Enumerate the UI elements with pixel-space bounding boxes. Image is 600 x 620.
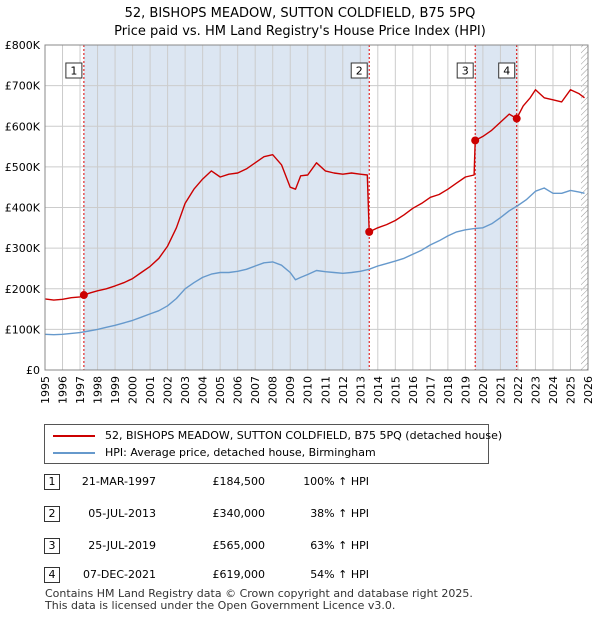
sale-point: [365, 227, 374, 236]
transaction-date: 07-DEC-2021: [82, 568, 156, 581]
price-paid-line: [44, 88, 585, 301]
x-tick-label: 2023: [529, 376, 542, 404]
x-tick-label: 2012: [337, 376, 350, 404]
x-tick-label: 2017: [424, 376, 437, 404]
chart-subtitle: Price paid vs. HM Land Registry's House …: [114, 24, 486, 39]
transaction-price: £184,500: [212, 475, 266, 488]
x-tick-label: 2015: [389, 376, 402, 404]
legend-swatch-price: [53, 435, 95, 437]
hpi-line: [44, 187, 585, 336]
x-tick-label: 2010: [302, 376, 315, 404]
x-tick-label: 2020: [477, 376, 490, 404]
x-tick-label: 1996: [57, 376, 70, 404]
sale-number-label: 4: [503, 65, 510, 78]
transaction-hpi-change: 63% ↑ HPI: [310, 539, 369, 552]
x-tick-label: 2006: [232, 376, 245, 404]
x-tick-label: 2009: [284, 376, 297, 404]
x-tick-label: 1997: [74, 376, 87, 404]
x-tick-label: 2016: [407, 376, 420, 404]
sale-number-label: 2: [356, 65, 363, 78]
footer-copyright: Contains HM Land Registry data © Crown c…: [45, 587, 473, 600]
x-tick-label: 2001: [144, 376, 157, 404]
x-tick-label: 2003: [179, 376, 192, 404]
x-tick-label: 2018: [442, 376, 455, 404]
sale-number-badge: [456, 62, 474, 79]
y-tick-label: £700K: [5, 80, 41, 93]
x-tick-label: 2025: [564, 376, 577, 404]
transaction-date: 21-MAR-1997: [81, 475, 156, 488]
sale-number-badge: [498, 62, 516, 79]
x-tick-label: 2019: [459, 376, 472, 404]
x-tick-label: 2024: [547, 376, 560, 404]
sale-point: [79, 291, 88, 300]
transaction-number-badge: 3: [44, 538, 60, 554]
footer-attribution: Contains HM Land Registry data © Crown c…: [45, 588, 473, 612]
price-chart: £0 £100K £200K £300K £400K £500K £600K £700K £80…: [5, 39, 595, 404]
x-tick-label: 2007: [249, 376, 262, 404]
legend-swatch-hpi: [53, 452, 95, 454]
transaction-date: 05-JUL-2013: [88, 507, 156, 520]
transaction-number-badge: 2: [44, 506, 60, 522]
plot-frame: [44, 44, 589, 371]
x-tick-label: 2004: [197, 376, 210, 404]
transaction-price: £340,000: [212, 507, 266, 520]
sale-number-label: 3: [462, 65, 469, 78]
x-tick-label: 1995: [39, 376, 52, 404]
y-tick-label: £400K: [5, 202, 41, 215]
x-tick-label: 2000: [127, 376, 140, 404]
sale-number-badge: [350, 62, 368, 79]
x-tick-label: 2005: [214, 376, 227, 404]
y-tick-label: £500K: [5, 161, 41, 174]
sale-point: [471, 136, 480, 145]
x-tick-label: 1999: [109, 376, 122, 404]
x-tick-label: 2026: [582, 376, 595, 404]
x-tick-label: 2013: [354, 376, 367, 404]
x-tick-label: 2014: [372, 376, 385, 404]
y-tick-label: £0: [26, 364, 40, 377]
chart-legend: 52, BISHOPS MEADOW, SUTTON COLDFIELD, B7…: [44, 424, 502, 464]
transaction-date: 25-JUL-2019: [88, 539, 156, 552]
y-tick-label: £800K: [5, 39, 41, 52]
transaction-number-badge: 1: [44, 474, 60, 490]
transaction-price: £619,000: [212, 568, 266, 581]
sale-point: [512, 114, 521, 123]
transaction-price: £565,000: [212, 539, 266, 552]
x-tick-label: 2022: [512, 376, 525, 404]
x-tick-label: 2011: [319, 376, 332, 404]
y-tick-label: £600K: [5, 120, 41, 133]
y-tick-label: £300K: [5, 242, 41, 255]
x-tick-label: 1998: [92, 376, 105, 404]
footer-licence: This data is licensed under the Open Gov…: [45, 599, 396, 612]
transaction-number-badge: 4: [44, 567, 60, 583]
transaction-hpi-change: 54% ↑ HPI: [310, 568, 369, 581]
x-tick-label: 2021: [494, 376, 507, 404]
transaction-hpi-change: 100% ↑ HPI: [303, 475, 369, 488]
x-tick-label: 2008: [267, 376, 280, 404]
y-tick-label: £200K: [5, 283, 41, 296]
sale-number-label: 1: [70, 65, 77, 78]
legend-label-hpi: HPI: Average price, detached house, Birm…: [105, 446, 376, 459]
sale-number-badge: [65, 62, 83, 79]
chart-title-address: 52, BISHOPS MEADOW, SUTTON COLDFIELD, B7…: [124, 6, 476, 21]
x-tick-label: 2002: [162, 376, 175, 404]
legend-label-price: 52, BISHOPS MEADOW, SUTTON COLDFIELD, B7…: [105, 429, 503, 442]
transaction-hpi-change: 38% ↑ HPI: [310, 507, 369, 520]
y-tick-label: £100K: [5, 323, 41, 336]
